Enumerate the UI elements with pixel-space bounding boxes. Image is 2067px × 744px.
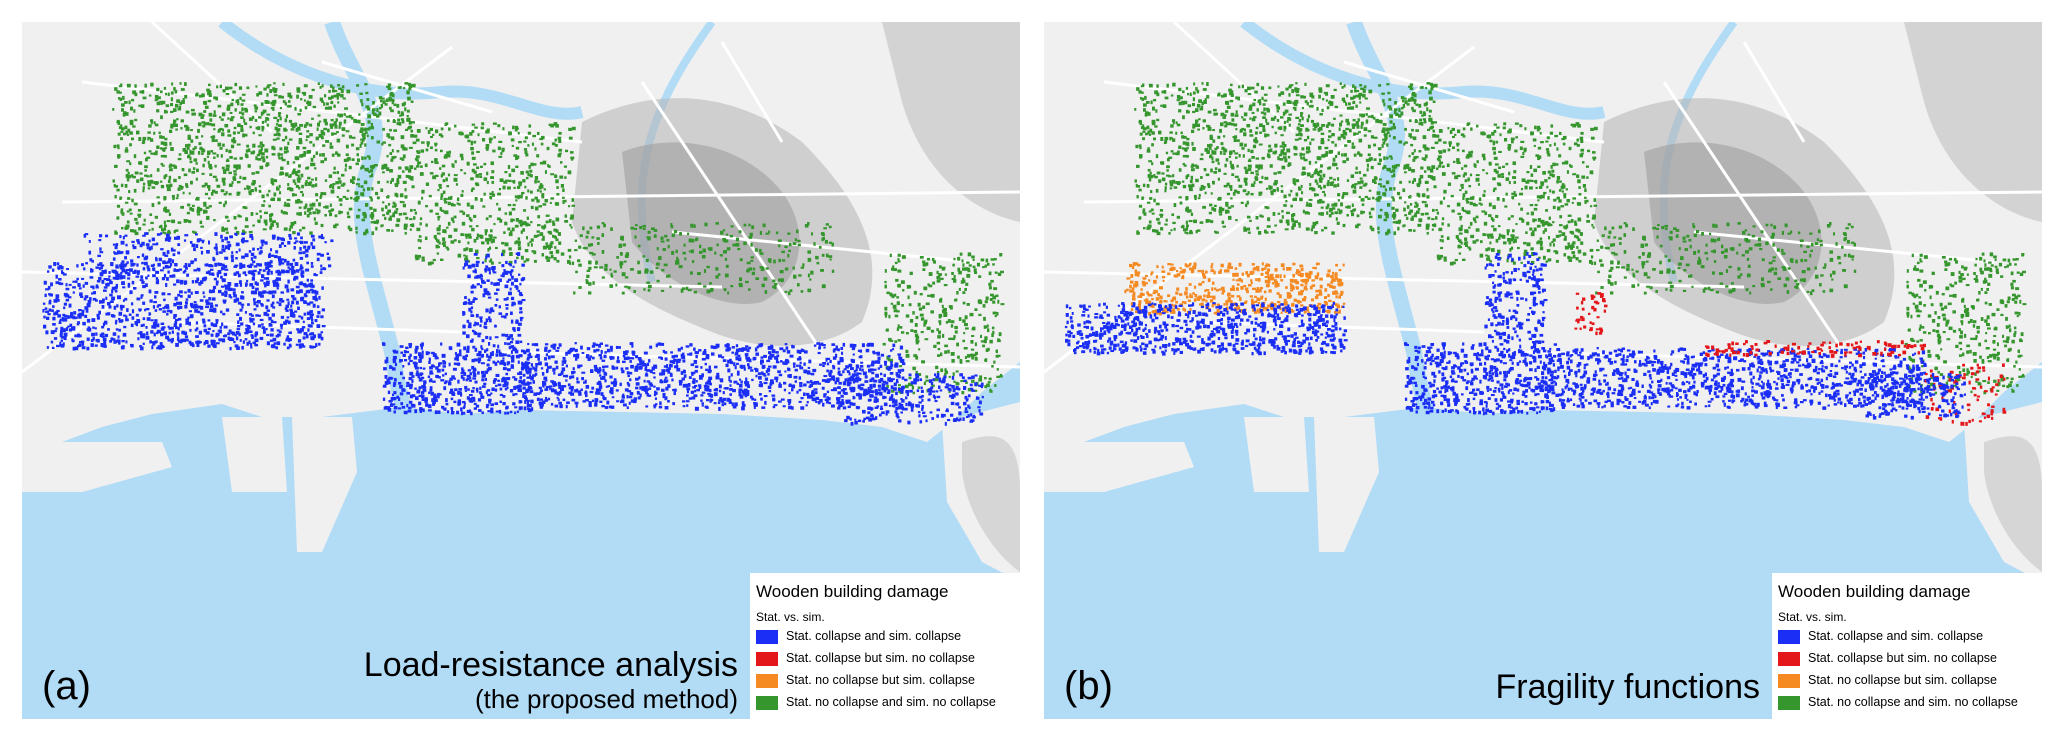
pier [1244,417,1309,492]
map-panel-a: (a) Load-resistance analysis (the propos… [22,22,1020,719]
peninsula [942,402,1020,582]
road [321,60,493,114]
legend-item-label: Stat. collapse and sim. collapse [1808,629,1984,643]
legend-title: Wooden building damage [1778,582,1971,601]
method-subtitle: (the proposed method) [474,684,738,714]
legend-subtitle: Stat. vs. sim. [756,610,825,624]
legend-swatch [756,630,778,644]
road [1083,190,2042,204]
road [1172,22,1296,134]
legend: Wooden building damage Stat. vs. sim. St… [750,573,1020,719]
legend-swatch [756,674,778,688]
map-panel-b: (b) Fragility functions Wooden building … [1044,22,2042,719]
legend-swatch [756,652,778,666]
legend-item-label: Stat. no collapse but sim. collapse [1808,673,1997,687]
road [640,81,824,353]
method-title: Load-resistance analysis [363,646,738,684]
pier [292,417,357,552]
road [1044,270,1745,289]
panel-label: (a) [42,664,91,708]
peninsula [1964,402,2042,582]
road [1193,320,1485,334]
pier [1044,442,1194,492]
road [150,22,274,134]
legend-item-label: Stat. collapse and sim. collapse [786,629,962,643]
road [720,41,784,143]
legend-subtitle: Stat. vs. sim. [1778,610,1847,624]
pier [1314,417,1379,552]
mountain-ridge [622,142,800,304]
mountain [882,22,1020,222]
legend-swatch [1778,652,1800,666]
legend-swatch [1778,674,1800,688]
damage-map-b [1044,22,2042,582]
damage-map-a [22,22,1020,582]
mountain-ridge [1644,142,1822,304]
pier [22,442,172,492]
road [1662,81,1846,353]
road [61,190,1020,204]
legend-title: Wooden building damage [756,582,949,601]
legend-item-label: Stat. collapse but sim. no collapse [786,651,975,665]
legend-swatch [1778,696,1800,710]
legend-item-label: Stat. collapse but sim. no collapse [1808,651,1997,665]
road [81,80,583,144]
legend-swatch [1778,630,1800,644]
legend-item-label: Stat. no collapse but sim. collapse [786,673,975,687]
legend-swatch [756,696,778,710]
legend: Wooden building damage Stat. vs. sim. St… [1772,573,2042,719]
road [1742,41,1806,143]
river [218,22,584,120]
river [1240,22,1606,120]
legend-item-label: Stat. no collapse and sim. no collapse [786,695,996,709]
legend-item-label: Stat. no collapse and sim. no collapse [1808,695,2018,709]
pier [222,417,287,492]
hill [1984,436,2042,572]
hill [962,436,1020,572]
panel-label: (b) [1064,664,1113,708]
road [1103,80,1605,144]
road [1343,60,1515,114]
method-title: Fragility functions [1495,668,1760,706]
mountain [1904,22,2042,222]
